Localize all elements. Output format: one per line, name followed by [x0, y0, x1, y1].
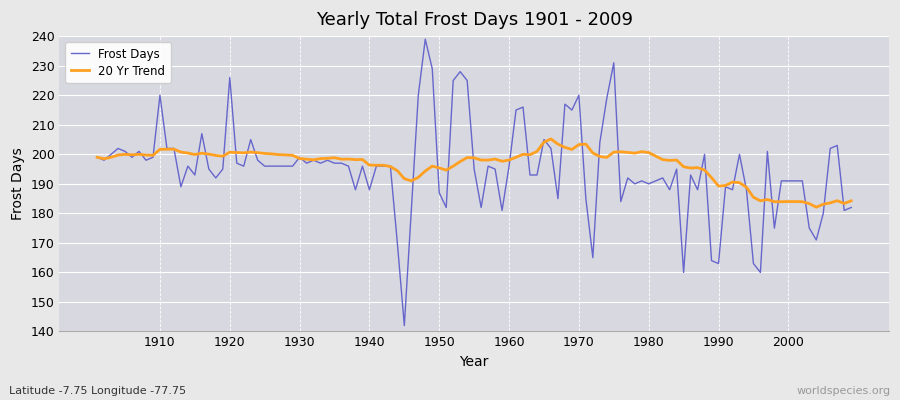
Frost Days	[302, 161, 312, 166]
Frost Days	[846, 205, 857, 210]
Frost Days	[510, 108, 521, 112]
Title: Yearly Total Frost Days 1901 - 2009: Yearly Total Frost Days 1901 - 2009	[316, 11, 633, 29]
Y-axis label: Frost Days: Frost Days	[11, 148, 25, 220]
Frost Days	[148, 155, 158, 160]
Frost Days	[399, 323, 410, 328]
Frost Days	[420, 37, 431, 42]
Text: Latitude -7.75 Longitude -77.75: Latitude -7.75 Longitude -77.75	[9, 386, 186, 396]
X-axis label: Year: Year	[460, 355, 489, 369]
Frost Days	[601, 96, 612, 101]
Line: 20 Yr Trend: 20 Yr Trend	[97, 139, 851, 207]
Line: Frost Days: Frost Days	[97, 39, 851, 326]
Frost Days	[518, 105, 528, 110]
20 Yr Trend	[343, 157, 354, 162]
20 Yr Trend	[594, 154, 605, 159]
Text: worldspecies.org: worldspecies.org	[796, 386, 891, 396]
20 Yr Trend	[92, 155, 103, 160]
20 Yr Trend	[504, 158, 515, 162]
20 Yr Trend	[148, 153, 158, 158]
20 Yr Trend	[811, 205, 822, 210]
20 Yr Trend	[846, 198, 857, 203]
20 Yr Trend	[545, 136, 556, 141]
Legend: Frost Days, 20 Yr Trend: Frost Days, 20 Yr Trend	[66, 42, 171, 84]
20 Yr Trend	[302, 157, 312, 162]
Frost Days	[92, 155, 103, 160]
Frost Days	[343, 164, 354, 168]
20 Yr Trend	[497, 159, 508, 164]
